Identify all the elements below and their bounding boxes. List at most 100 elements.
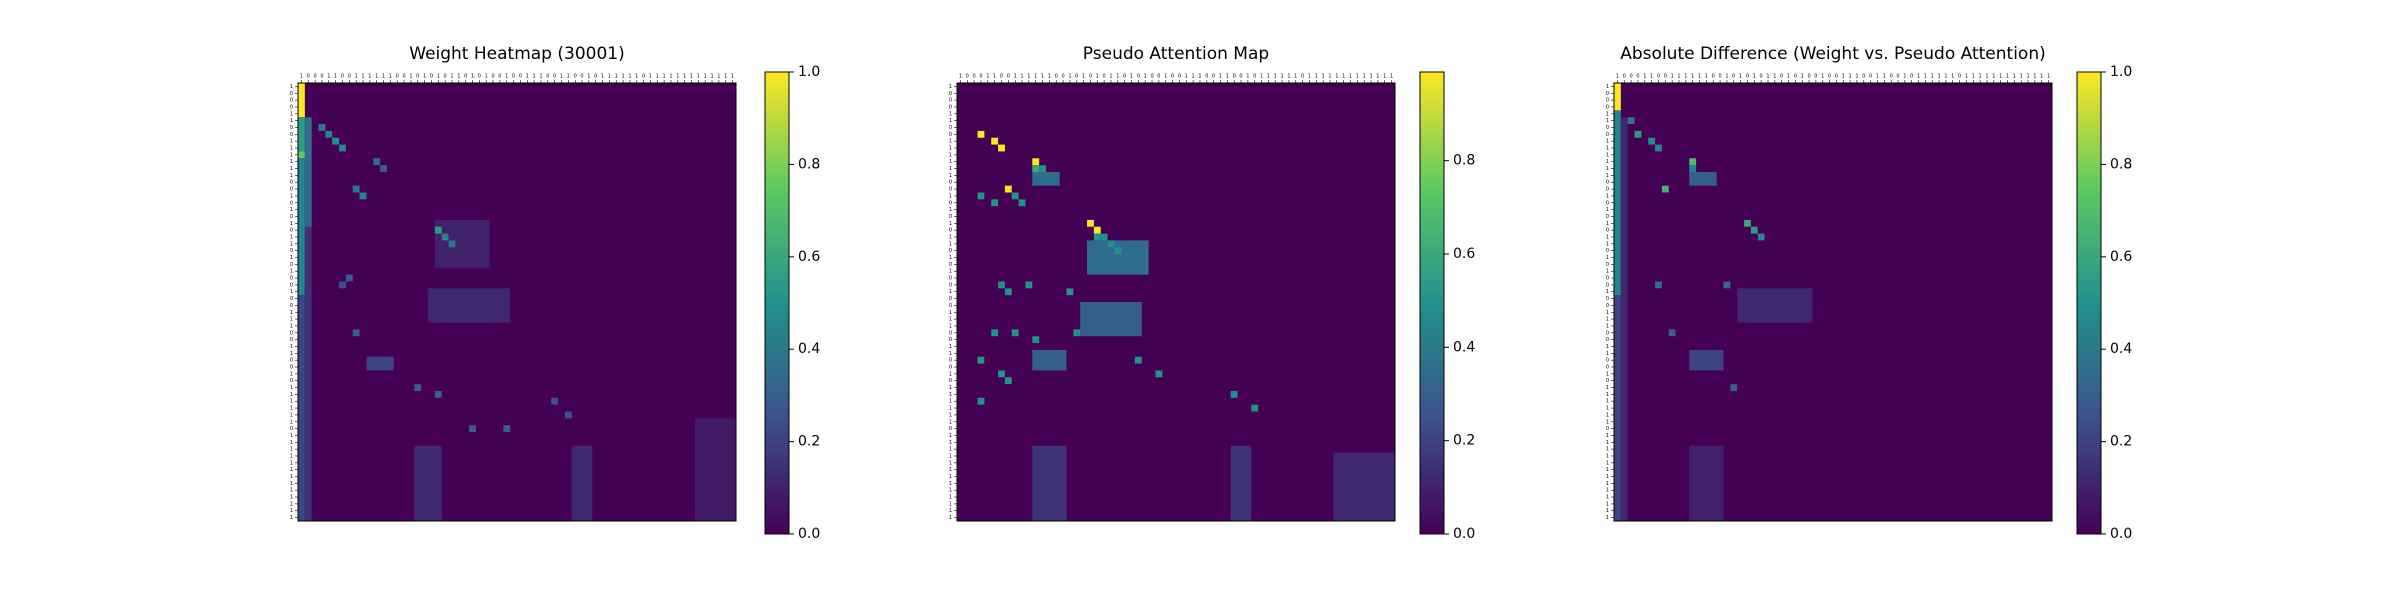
- heatmap-cell: [1018, 199, 1026, 207]
- x-tick-label: 1: [1164, 74, 1167, 80]
- x-tick-label: 1: [1739, 74, 1742, 80]
- x-tick-label: 1: [601, 74, 604, 80]
- y-tick-label: 1: [290, 385, 293, 391]
- heatmap-cell: [359, 192, 367, 200]
- x-tick-label: 1: [368, 74, 371, 80]
- x-tick-label: 0: [1253, 74, 1256, 80]
- x-tick-label: 1: [389, 74, 392, 80]
- y-tick-label: 1: [290, 371, 293, 377]
- heatmap-cell: [339, 281, 346, 289]
- x-tick-label: 1: [1917, 74, 1920, 80]
- y-tick-label: 1: [949, 440, 952, 446]
- x-tick-label: 1: [608, 74, 611, 80]
- heatmap-block: [434, 219, 490, 268]
- y-tick-label: 0: [290, 378, 293, 384]
- colorbar: [2076, 71, 2102, 535]
- heatmap-block: [694, 418, 736, 521]
- heatmap-block: [1737, 288, 1813, 323]
- y-tick-label: 1: [949, 269, 952, 275]
- x-tick-label: 1: [2033, 74, 2036, 80]
- heatmap-cell: [1107, 240, 1115, 248]
- x-tick-label: 1: [1972, 74, 1975, 80]
- y-tick-label: 1: [949, 152, 952, 158]
- y-tick-label: 1: [290, 440, 293, 446]
- heatmap-cell: [1004, 377, 1012, 385]
- y-tick-label: 1: [1606, 344, 1609, 350]
- x-tick-label: 1: [1691, 74, 1694, 80]
- y-tick-label: 1: [290, 111, 293, 117]
- heatmap-cell: [1025, 281, 1033, 289]
- y-tick-label: 1: [290, 351, 293, 357]
- x-tick-label: 1: [717, 74, 720, 80]
- x-tick-label: 1: [1931, 74, 1934, 80]
- x-tick-label: 1: [1876, 74, 1879, 80]
- y-tick-label: 1: [949, 234, 952, 240]
- heatmap-cell: [1634, 130, 1642, 138]
- x-tick-label: 1: [1903, 74, 1906, 80]
- y-tick-label: 0: [1606, 282, 1609, 288]
- heatmap-cell: [1100, 233, 1108, 241]
- x-tick-label: 1: [1383, 74, 1386, 80]
- x-tick-label: 1: [1849, 74, 1852, 80]
- x-tick-label: 1: [1267, 74, 1270, 80]
- heatmap-cell: [352, 329, 360, 337]
- x-tick-label: 1: [2006, 74, 2009, 80]
- x-tick-label: 1: [724, 74, 727, 80]
- heatmap-cell: [1093, 226, 1101, 234]
- y-tick-label: 1: [1606, 118, 1609, 124]
- y-tick-label: 1: [1606, 221, 1609, 227]
- x-tick-label: 0: [491, 74, 494, 80]
- x-tick-label: 1: [1390, 74, 1393, 80]
- y-tick-label: 1: [290, 193, 293, 199]
- x-tick-label: 1: [1260, 74, 1263, 80]
- x-tick-label: 1: [1992, 74, 1995, 80]
- y-tick-label: 1: [949, 193, 952, 199]
- heatmap-frame: [1613, 82, 2053, 522]
- heatmap-cell: [1689, 158, 1697, 166]
- y-tick-label: 0: [290, 330, 293, 336]
- colorbar-tick-label: 0.4: [798, 341, 820, 357]
- colorbar-tick-label: 0.4: [1453, 339, 1475, 355]
- heatmap-cell: [380, 165, 387, 172]
- y-tick-label: 1: [1606, 159, 1609, 165]
- x-tick-label: 0: [307, 74, 310, 80]
- x-tick-label: 1: [621, 74, 624, 80]
- heatmap-block: [1087, 240, 1149, 275]
- y-tick-label: 1: [290, 152, 293, 158]
- x-tick-label: 1: [1027, 74, 1030, 80]
- y-tick-label: 1: [949, 310, 952, 316]
- y-tick-label: 0: [1606, 132, 1609, 138]
- x-tick-label: 0: [553, 74, 556, 80]
- y-tick-label: 1: [1606, 406, 1609, 412]
- y-tick-label: 0: [949, 276, 952, 282]
- x-tick-label: 0: [1178, 74, 1181, 80]
- heatmap-cell: [332, 137, 340, 145]
- y-tick-label: 1: [949, 467, 952, 473]
- x-tick-label: 1: [1068, 74, 1071, 80]
- y-tick-label: 1: [1606, 166, 1609, 172]
- x-tick-label: 1: [533, 74, 536, 80]
- heatmap-block: [1614, 295, 1621, 521]
- x-tick-label: 1: [731, 74, 734, 80]
- y-tick-label: 1: [1606, 152, 1609, 158]
- y-tick-label: 1: [949, 515, 952, 521]
- y-tick-label: 1: [1606, 351, 1609, 357]
- y-tick-label: 1: [949, 323, 952, 329]
- x-tick-label: 0: [478, 74, 481, 80]
- heatmap-cell: [977, 356, 985, 364]
- x-tick-label: 0: [1657, 74, 1660, 80]
- y-tick-label: 1: [1606, 460, 1609, 466]
- heatmap-cell: [1750, 226, 1758, 234]
- x-tick-label: 1: [1376, 74, 1379, 80]
- x-tick-label: 1: [615, 74, 618, 80]
- x-tick-label: 0: [1075, 74, 1078, 80]
- y-tick-label: 1: [290, 460, 293, 466]
- y-tick-label: 0: [1606, 104, 1609, 110]
- x-tick-label: 0: [464, 74, 467, 80]
- x-tick-label: 0: [1835, 74, 1838, 80]
- x-tick-label: 1: [1363, 74, 1366, 80]
- x-tick-label: 1: [1753, 74, 1756, 80]
- y-tick-label: 1: [290, 399, 293, 405]
- heatmap-block: [1032, 171, 1060, 186]
